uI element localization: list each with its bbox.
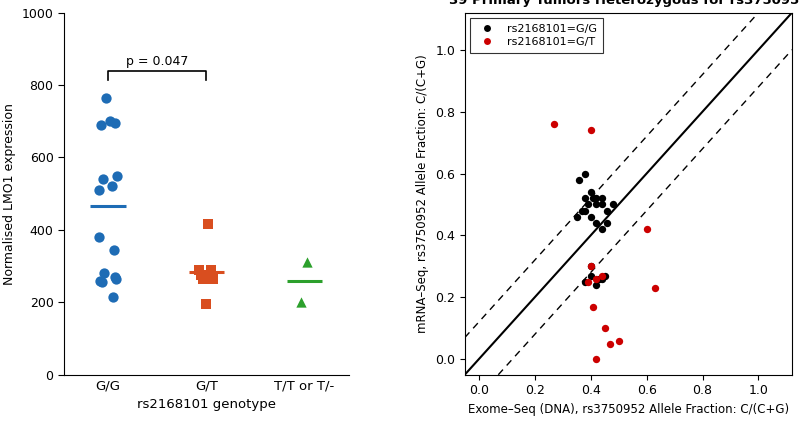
Point bbox=[573, 176, 586, 183]
Point bbox=[584, 272, 597, 279]
Point bbox=[587, 303, 600, 310]
Point bbox=[584, 189, 597, 195]
Legend: rs2168101=G/G, rs2168101=G/T: rs2168101=G/G, rs2168101=G/T bbox=[470, 18, 602, 53]
Point bbox=[595, 195, 608, 202]
Point bbox=[640, 226, 653, 233]
Point bbox=[578, 207, 591, 214]
Point bbox=[202, 221, 214, 228]
Point bbox=[548, 121, 561, 128]
Point bbox=[649, 285, 662, 291]
Point bbox=[104, 118, 117, 125]
Point bbox=[584, 213, 597, 220]
Point bbox=[595, 272, 608, 279]
X-axis label: rs2168101 genotype: rs2168101 genotype bbox=[137, 398, 276, 411]
Point bbox=[205, 266, 218, 273]
Point bbox=[110, 275, 122, 282]
Point bbox=[93, 187, 106, 193]
Point bbox=[593, 275, 606, 282]
Title: Allele Imbalance
39 Primary Tumors Heterozygous for rs3750952: Allele Imbalance 39 Primary Tumors Heter… bbox=[449, 0, 800, 7]
Point bbox=[95, 122, 108, 128]
Point bbox=[109, 120, 122, 126]
Point bbox=[598, 272, 611, 279]
Point bbox=[206, 275, 219, 282]
Point bbox=[110, 172, 123, 179]
Point bbox=[578, 195, 591, 202]
Point bbox=[584, 263, 597, 270]
Y-axis label: mRNA–Seq, rs3750952 Allele Fraction: C/(C+G): mRNA–Seq, rs3750952 Allele Fraction: C/(… bbox=[417, 54, 430, 333]
Point bbox=[595, 201, 608, 208]
Point bbox=[301, 259, 314, 266]
Point bbox=[595, 226, 608, 233]
Point bbox=[590, 275, 602, 282]
Point bbox=[570, 213, 583, 220]
Point bbox=[106, 183, 118, 190]
Point bbox=[578, 278, 591, 285]
Point bbox=[598, 325, 611, 332]
Point bbox=[587, 195, 600, 202]
Point bbox=[578, 170, 591, 177]
Point bbox=[109, 274, 122, 280]
Point bbox=[295, 299, 308, 306]
Point bbox=[604, 340, 617, 347]
Point bbox=[98, 270, 110, 277]
Point bbox=[612, 337, 625, 344]
Point bbox=[584, 263, 597, 270]
Point bbox=[601, 220, 614, 226]
Point bbox=[584, 127, 597, 133]
Point bbox=[96, 279, 109, 286]
X-axis label: Exome–Seq (DNA), rs3750952 Allele Fraction: C/(C+G): Exome–Seq (DNA), rs3750952 Allele Fracti… bbox=[468, 403, 789, 416]
Point bbox=[590, 282, 602, 288]
Point bbox=[601, 207, 614, 214]
Point bbox=[590, 356, 602, 362]
Point bbox=[590, 201, 602, 208]
Point bbox=[200, 301, 213, 307]
Point bbox=[106, 293, 119, 300]
Point bbox=[100, 94, 113, 101]
Point bbox=[193, 266, 206, 273]
Point bbox=[606, 201, 619, 208]
Point bbox=[97, 176, 110, 183]
Point bbox=[197, 275, 210, 282]
Point bbox=[195, 272, 208, 279]
Point bbox=[595, 275, 608, 282]
Y-axis label: Normalised LMO1 expression: Normalised LMO1 expression bbox=[3, 103, 16, 285]
Point bbox=[590, 220, 602, 226]
Point bbox=[582, 278, 594, 285]
Point bbox=[93, 234, 106, 240]
Point bbox=[108, 246, 121, 253]
Point bbox=[94, 277, 106, 284]
Text: p = 0.047: p = 0.047 bbox=[126, 55, 188, 68]
Point bbox=[576, 207, 589, 214]
Point bbox=[582, 201, 594, 208]
Point bbox=[590, 195, 602, 202]
